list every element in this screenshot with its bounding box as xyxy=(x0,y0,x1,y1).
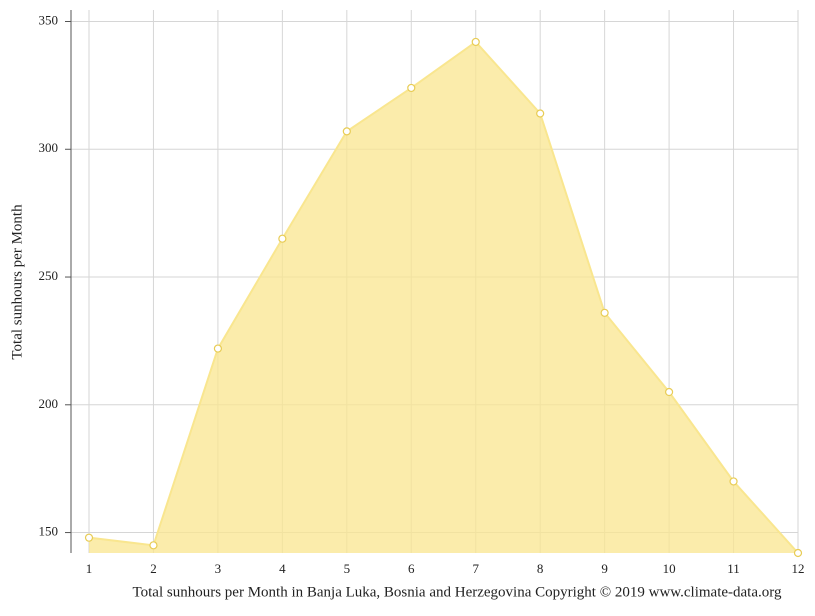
x-tick-label: 12 xyxy=(792,561,805,576)
data-point xyxy=(278,234,287,243)
y-tick-label: 200 xyxy=(39,396,59,411)
data-point xyxy=(149,541,158,550)
area xyxy=(89,41,798,554)
x-tick-label: 2 xyxy=(150,561,157,576)
y-axis-label: Total sunhours per Month xyxy=(9,204,25,360)
x-tick-label: 6 xyxy=(408,561,415,576)
area-line xyxy=(88,40,799,554)
x-tick-label: 10 xyxy=(663,561,676,576)
x-tick-label: 8 xyxy=(537,561,544,576)
y-tick-label: 150 xyxy=(39,524,59,539)
x-tick-label: 1 xyxy=(86,561,93,576)
chart-title: Total sunhours per Month in Banja Luka, … xyxy=(133,584,782,600)
data-point xyxy=(84,533,94,542)
x-tick-label: 7 xyxy=(472,561,479,576)
x-tick-label: 9 xyxy=(601,561,608,576)
y-tick-label: 300 xyxy=(39,140,59,155)
x-tick-label: 3 xyxy=(215,561,222,576)
y-tick-label: 250 xyxy=(39,268,59,283)
data-point xyxy=(536,109,545,118)
data-point xyxy=(600,308,609,317)
x-tick-label: 5 xyxy=(344,561,351,576)
data-point xyxy=(342,127,351,136)
data-point xyxy=(793,548,803,558)
data-point xyxy=(664,387,674,397)
data-point xyxy=(471,37,480,47)
x-tick-label: 4 xyxy=(279,561,286,576)
data-point xyxy=(213,344,223,353)
data-point xyxy=(729,477,738,486)
y-tick-label: 350 xyxy=(39,12,59,27)
x-tick-label: 11 xyxy=(727,561,740,576)
data-point xyxy=(407,83,416,93)
